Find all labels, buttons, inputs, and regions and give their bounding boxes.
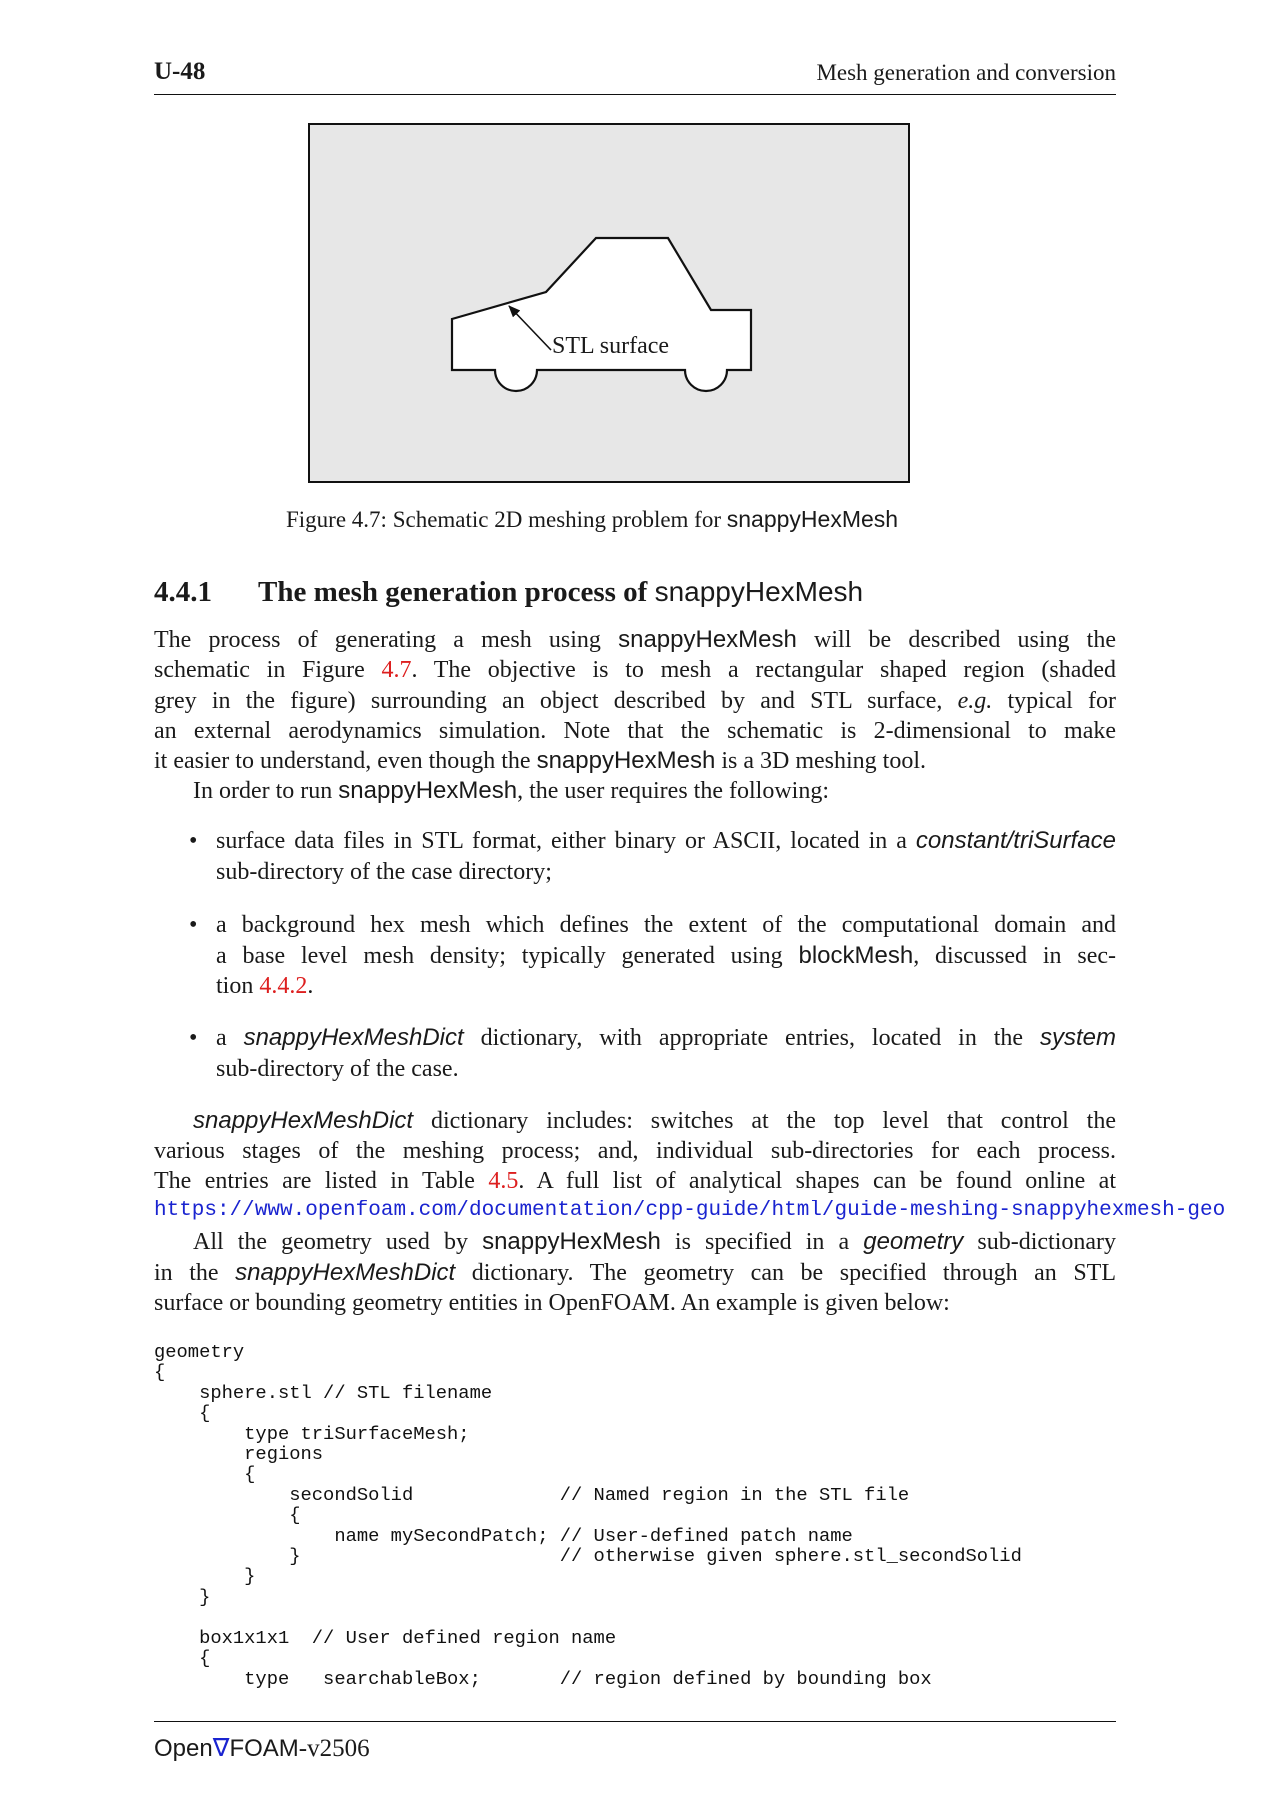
paragraph-line: surface or bounding geometry entities in… [154, 1291, 1116, 1315]
stl-surface-label: STL surface [552, 333, 670, 359]
chapter-title: Mesh generation and conversion [816, 60, 1116, 85]
directory-path: constant/triSurface [915, 827, 1116, 854]
figure-caption: Figure 4.7: Schematic 2D meshing problem… [286, 506, 898, 534]
bullet-icon: • [189, 828, 198, 854]
paragraph-line: it easier to understand, even though the… [154, 747, 1116, 774]
text-run: grey in the figure) surrounding an objec… [154, 688, 943, 714]
paragraph-line: various stages of the meshing process; a… [154, 1139, 1116, 1163]
app-name: snappyHexMesh [618, 626, 797, 653]
bullet-line: a background hex mesh which defines the … [216, 913, 1116, 937]
bullet-line: a base level mesh density; typically gen… [216, 942, 1117, 969]
text-run: is a 3D meshing tool. [721, 748, 926, 774]
table-reference-link[interactable]: 4.5 [488, 1168, 519, 1194]
bullet-line: surface data files in STL format, either… [216, 827, 1116, 854]
text-run: . A full list of analytical shapes can b… [518, 1168, 1116, 1194]
text-run: surface or bounding geometry entities in… [154, 1290, 950, 1316]
text-run: The entries are listed in Table [154, 1168, 475, 1194]
bullet-line: sub-directory of the case. [216, 1057, 1116, 1081]
text-run: surface data files in STL format, either… [216, 828, 907, 854]
text-run: dictionary includes: switches at the top… [431, 1108, 1116, 1134]
caption-text: Figure 4.7: Schematic 2D meshing problem… [286, 507, 722, 532]
paragraph-line: The process of generating a mesh using s… [154, 626, 1116, 653]
text-run: will be described using the [814, 627, 1116, 653]
text-run: All the geometry used by [193, 1229, 468, 1255]
caption-app-name: snappyHexMesh [726, 506, 899, 532]
text-run: , discussed in sec- [913, 943, 1117, 969]
logo-open-text: Open [154, 1735, 213, 1762]
text-run: In order to run [193, 778, 333, 804]
app-name: snappyHexMesh [482, 1228, 661, 1255]
text-run: The process of generating a mesh using [154, 627, 601, 653]
section-title-text: The mesh generation process of [258, 576, 648, 608]
figure-reference-link[interactable]: 4.7 [381, 657, 412, 683]
paragraph-line: in the snappyHexMeshDict dictionary. The… [154, 1259, 1117, 1286]
text-run: is specified in a [674, 1229, 850, 1255]
dictionary-name: snappyHexMeshDict [193, 1107, 414, 1134]
paragraph-line: an external aerodynamics simulation. Not… [154, 719, 1116, 743]
text-run: tion [216, 973, 254, 999]
text-run: , the user requires the following: [517, 778, 829, 804]
page-header: U-48 Mesh generation and conversion [154, 56, 1116, 95]
section-title-app: snappyHexMesh [654, 576, 864, 607]
page-number: U-48 [154, 58, 206, 85]
text-run: . The objective is to mesh a rectangular… [411, 657, 1117, 683]
bullet-line: a snappyHexMeshDict dictionary, with app… [216, 1024, 1116, 1051]
directory-path: system [1039, 1024, 1116, 1051]
app-name: snappyHexMesh [338, 777, 518, 804]
section-reference-link[interactable]: 4.4.2 [259, 973, 308, 999]
logo-foam-text: FOAM [229, 1735, 299, 1762]
bullet-icon: • [189, 1025, 198, 1051]
text-run: schematic in Figure [154, 657, 365, 683]
documentation-url-link[interactable]: https://www.openfoam.com/documentation/c… [154, 1200, 1226, 1221]
figure-domain-box [308, 123, 910, 483]
text-run: sub-directory of the case. [216, 1056, 459, 1082]
version-text: -v2506 [298, 1735, 370, 1762]
bullet-icon: • [189, 912, 198, 938]
paragraph-line: All the geometry used by snappyHexMesh i… [193, 1228, 1117, 1255]
section-heading: 4.4.1 The mesh generation process of snap… [154, 576, 863, 609]
dictionary-name: snappyHexMeshDict [243, 1024, 464, 1051]
text-run: typical for [1007, 688, 1117, 714]
app-name: blockMesh [798, 942, 914, 969]
emphasis-text: e.g. [957, 688, 993, 714]
footer-logo: Open∇FOAM-v2506 [154, 1733, 370, 1763]
text-run: dictionary, with appropriate entries, lo… [480, 1025, 1024, 1051]
text-run: an external aerodynamics simulation. Not… [154, 718, 1116, 744]
text-run: a [216, 1025, 227, 1051]
paragraph-line: The entries are listed in Table 4.5. A f… [154, 1169, 1116, 1193]
bullet-line: sub-directory of the case directory; [216, 860, 1116, 884]
text-run: a base level mesh density; typically gen… [216, 943, 783, 969]
text-run: a background hex mesh which defines the … [216, 912, 1116, 938]
paragraph-line: grey in the figure) surrounding an objec… [154, 689, 1116, 713]
text-run: dictionary. The geometry can be specifie… [471, 1260, 1117, 1286]
footer-rule [154, 1721, 1116, 1722]
nabla-icon: ∇ [212, 1733, 230, 1762]
dictionary-name: snappyHexMeshDict [235, 1259, 456, 1286]
text-run: . [307, 973, 314, 999]
text-run: sub-directory of the case directory; [216, 859, 552, 885]
section-number: 4.4.1 [154, 576, 212, 608]
text-run: in the [154, 1260, 219, 1286]
text-run: various stages of the meshing process; a… [154, 1138, 1116, 1164]
app-name: snappyHexMesh [536, 747, 716, 774]
code-listing: geometry { sphere.stl // STL filename { … [154, 1341, 1022, 1690]
paragraph-line: snappyHexMeshDict dictionary includes: s… [193, 1107, 1116, 1134]
dictionary-name: geometry [863, 1228, 964, 1255]
text-run: it easier to understand, even though the [154, 748, 531, 774]
bullet-line: tion 4.4.2. [216, 974, 1116, 998]
paragraph-line: schematic in Figure 4.7. The objective i… [154, 658, 1116, 682]
text-run: sub-dictionary [977, 1229, 1117, 1255]
paragraph-line: In order to run snappyHexMesh, the user … [193, 777, 1116, 804]
